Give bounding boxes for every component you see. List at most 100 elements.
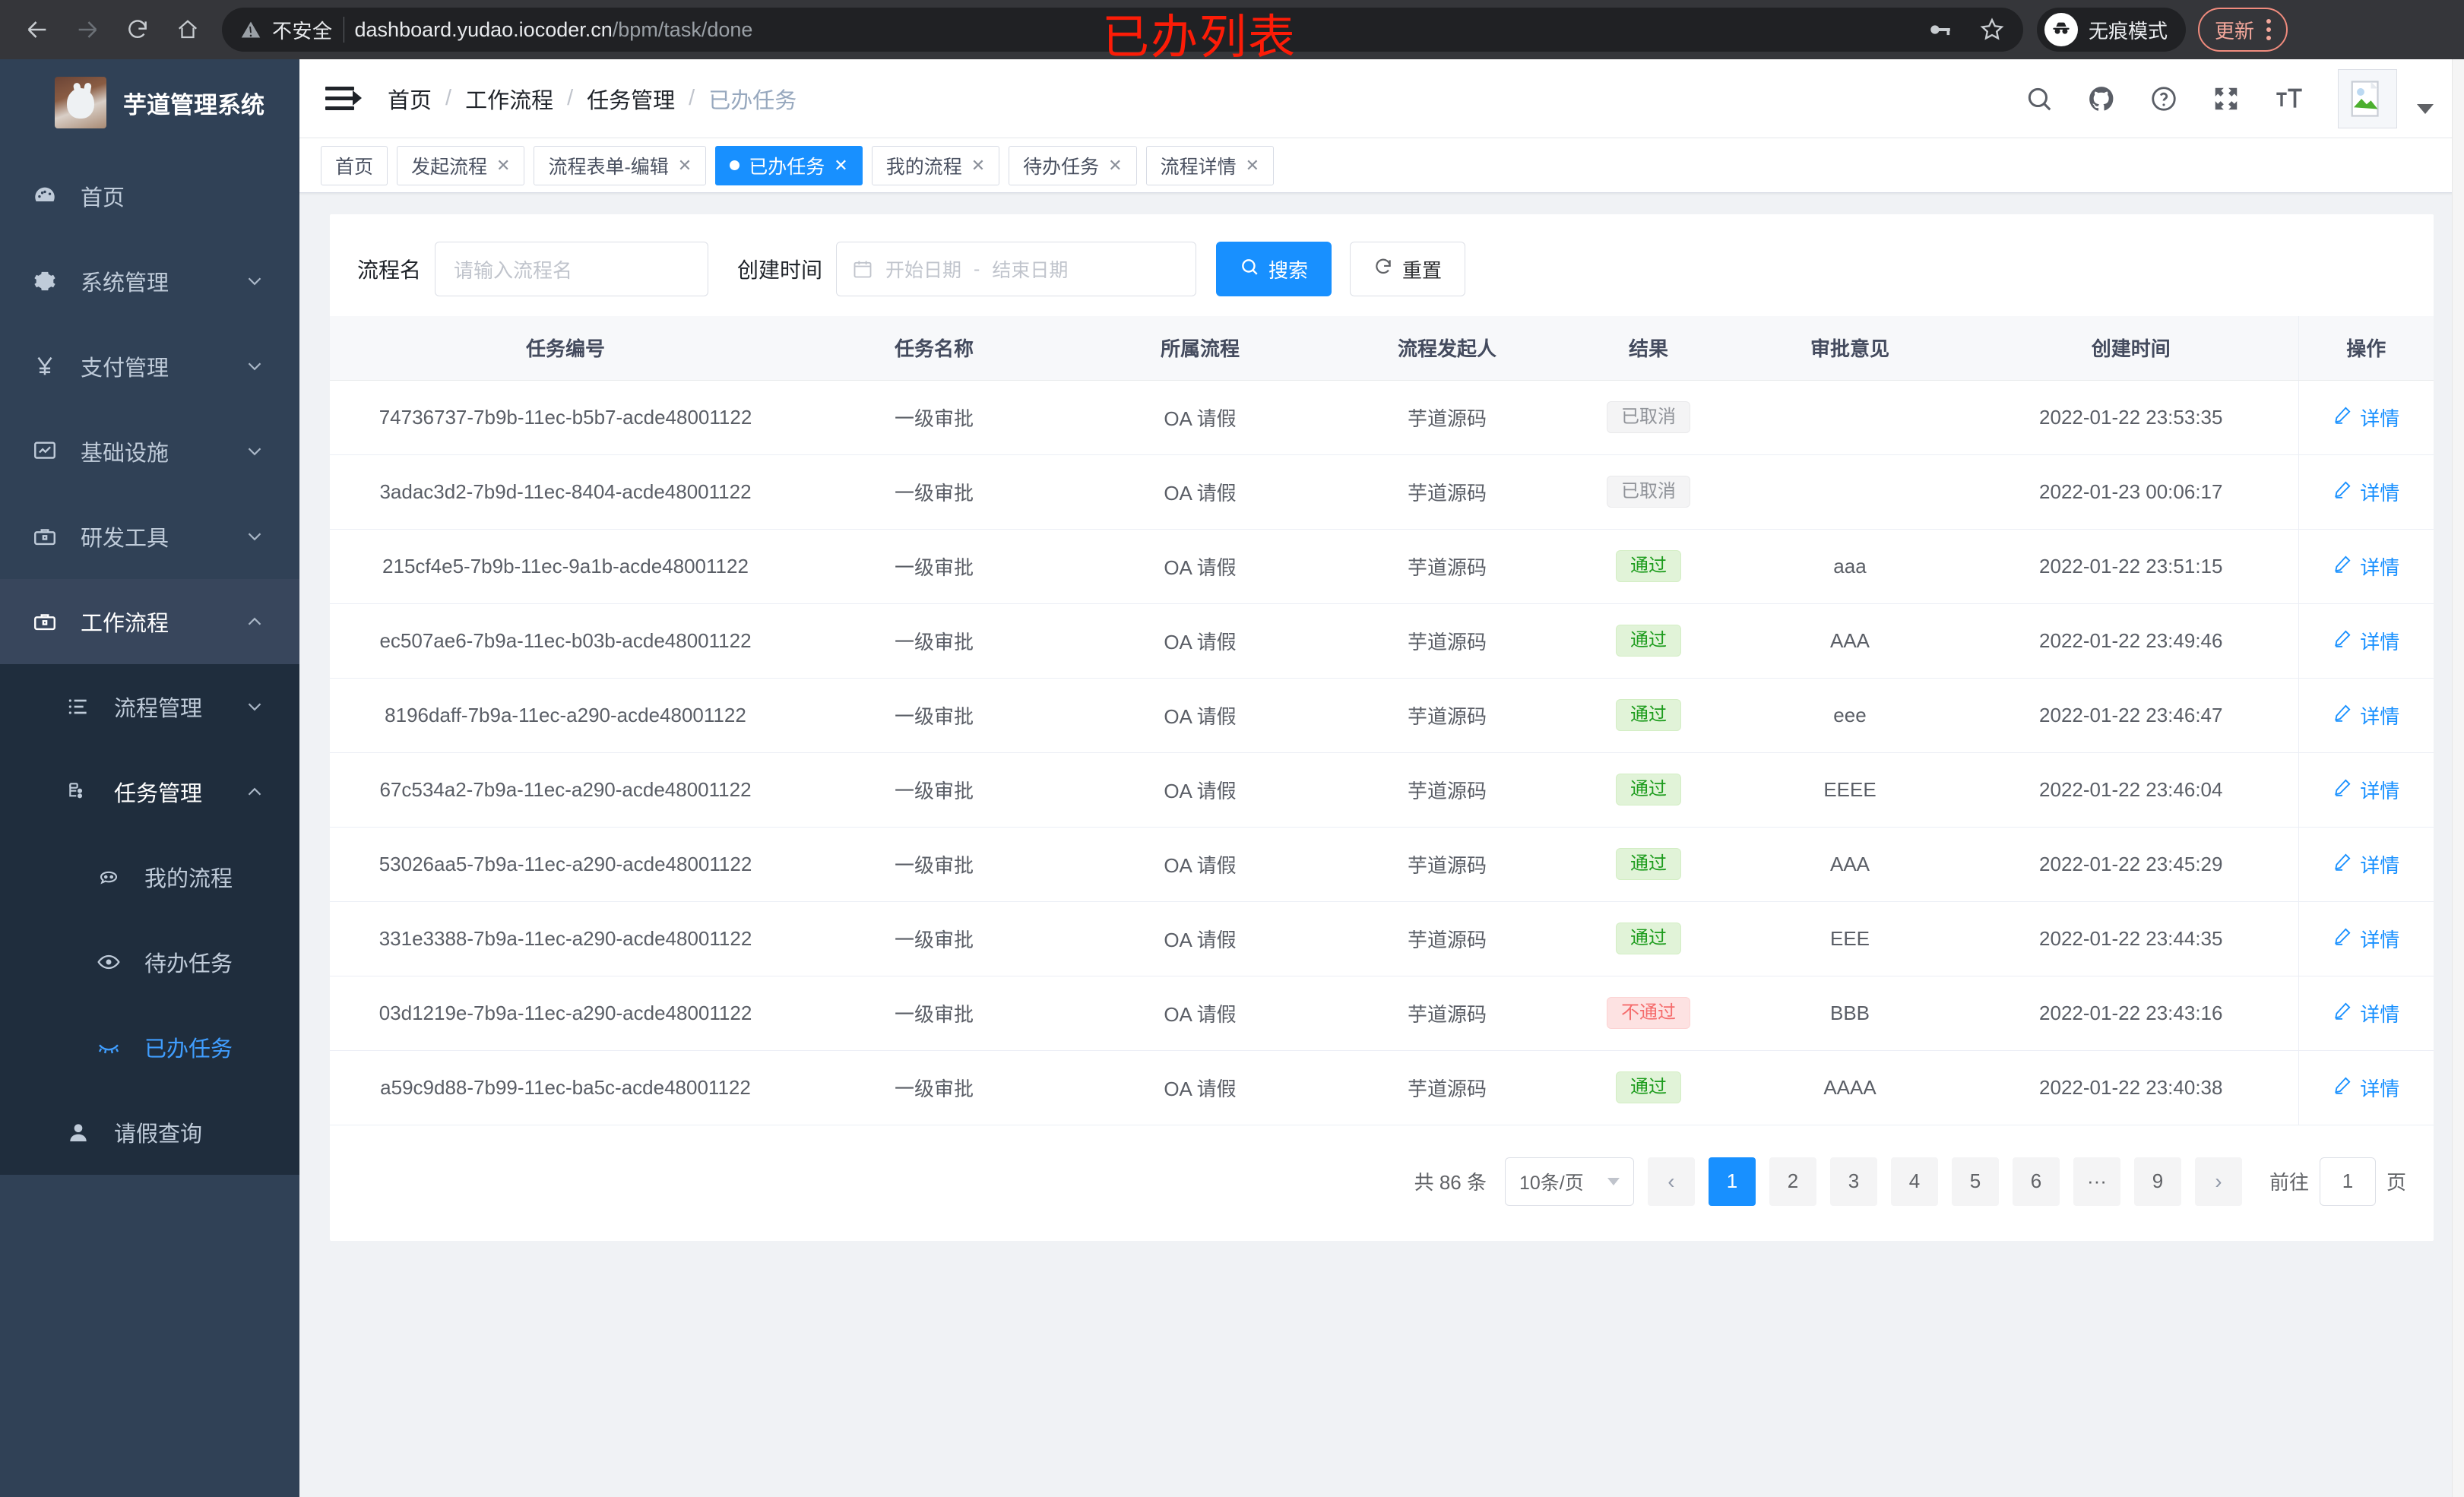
sidebar-item-label: 任务管理 <box>114 782 203 806</box>
tab-my-process[interactable]: 我的流程 ✕ <box>871 145 1000 185</box>
sidebar-item-label: 工作流程 <box>81 612 169 636</box>
page-scrollbar[interactable] <box>2452 59 2464 1497</box>
cell-created: 2022-01-22 23:44:35 <box>1964 901 2298 976</box>
cell-task-name: 一级审批 <box>801 603 1067 679</box>
sidebar-item-task-mgmt[interactable]: 任务管理 <box>0 749 299 834</box>
reload-icon[interactable] <box>114 6 161 53</box>
incognito-indicator[interactable]: 无痕模式 <box>2037 8 2187 52</box>
sidebar-item-done-task[interactable]: 已办任务 <box>0 1005 299 1090</box>
key-icon[interactable] <box>1927 17 1953 43</box>
start-date-placeholder: 开始日期 <box>885 260 962 281</box>
search-icon[interactable] <box>2025 84 2054 113</box>
tab-process-detail[interactable]: 流程详情 ✕ <box>1145 145 1275 185</box>
table-row: 331e3388-7b9a-11ec-a290-acde48001122 一级审批… <box>330 901 2434 976</box>
close-icon[interactable]: ✕ <box>496 155 511 175</box>
detail-button[interactable]: 详情 <box>2333 552 2399 581</box>
github-icon[interactable] <box>2087 84 2116 113</box>
cell-task-id: a59c9d88-7b99-11ec-ba5c-acde48001122 <box>330 1050 801 1125</box>
address-bar[interactable]: 不安全 dashboard.yudao.iocoder.cn/bpm/task/… <box>222 8 2023 52</box>
page-size-select[interactable]: 10条/页 <box>1504 1157 1634 1206</box>
sidebar-item-process-mgmt[interactable]: 流程管理 <box>0 664 299 749</box>
breadcrumb-item[interactable]: 工作流程 <box>465 88 554 113</box>
sidebar-menu: 首页 系统管理 支付管理 基础设施 <box>0 146 299 1175</box>
status-badge: 已取消 <box>1607 401 1690 433</box>
detail-button[interactable]: 详情 <box>2333 999 2399 1027</box>
detail-button[interactable]: 详情 <box>2333 701 2399 730</box>
cell-task-id: ec507ae6-7b9a-11ec-b03b-acde48001122 <box>330 603 801 679</box>
home-icon[interactable] <box>164 6 211 53</box>
detail-button[interactable]: 详情 <box>2333 925 2399 953</box>
pagination-page-6[interactable]: 6 <box>2012 1157 2060 1206</box>
cell-initiator: 芋道源码 <box>1333 678 1561 753</box>
detail-button[interactable]: 详情 <box>2333 404 2399 432</box>
tab-process-form-edit[interactable]: 流程表单-编辑 ✕ <box>534 145 707 185</box>
forward-arrow-icon[interactable] <box>64 6 111 53</box>
sidebar-item-leave-query[interactable]: 请假查询 <box>0 1090 299 1175</box>
sidebar-item-infrastructure[interactable]: 基础设施 <box>0 409 299 494</box>
cell-created: 2022-01-23 00:06:17 <box>1964 454 2298 530</box>
close-icon[interactable]: ✕ <box>1108 155 1123 175</box>
goto-input[interactable]: 1 <box>2319 1157 2376 1206</box>
breadcrumb-item[interactable]: 任务管理 <box>587 88 676 113</box>
update-button[interactable]: 更新 <box>2198 8 2288 52</box>
tab-todo-task[interactable]: 待办任务 ✕ <box>1009 145 1137 185</box>
back-arrow-icon[interactable] <box>14 6 61 53</box>
cell-action: 详情 <box>2298 752 2434 828</box>
pagination-page-5[interactable]: 5 <box>1951 1157 1999 1206</box>
sidebar-item-home[interactable]: 首页 <box>0 153 299 239</box>
detail-button[interactable]: 详情 <box>2333 850 2399 878</box>
sidebar-item-todo-task[interactable]: 待办任务 <box>0 919 299 1005</box>
pagination-page-1[interactable]: 1 <box>1708 1157 1756 1206</box>
search-icon <box>1240 257 1259 282</box>
sidebar-item-label: 我的流程 <box>144 867 233 891</box>
detail-button[interactable]: 详情 <box>2333 478 2399 506</box>
reset-button[interactable]: 重置 <box>1350 242 1466 296</box>
sidebar-item-workflow[interactable]: 工作流程 <box>0 579 299 664</box>
pagination-ellipsis[interactable]: ··· <box>2073 1157 2120 1206</box>
edit-pencil-icon <box>2333 628 2352 654</box>
tab-start-process[interactable]: 发起流程 ✕ <box>397 145 525 185</box>
pagination-prev[interactable]: ‹ <box>1647 1157 1695 1206</box>
cell-comment <box>1736 380 1964 455</box>
close-icon[interactable]: ✕ <box>834 155 848 175</box>
pagination-page-4[interactable]: 4 <box>1890 1157 1938 1206</box>
avatar[interactable] <box>2338 68 2397 128</box>
tab-home[interactable]: 首页 <box>321 145 388 185</box>
font-size-icon[interactable] <box>2274 84 2304 114</box>
close-icon[interactable]: ✕ <box>971 155 986 175</box>
cell-process: OA 请假 <box>1067 380 1333 455</box>
table-row: 3adac3d2-7b9d-11ec-8404-acde48001122 一级审批… <box>330 454 2434 530</box>
cell-result: 通过 <box>1561 827 1736 902</box>
fullscreen-icon[interactable] <box>2212 84 2241 113</box>
chevron-down-icon[interactable] <box>2417 104 2434 114</box>
help-icon[interactable] <box>2149 84 2178 113</box>
process-name-input[interactable]: 请输入流程名 <box>435 242 709 296</box>
cell-comment: AAA <box>1736 603 1964 679</box>
sidebar-collapse-button[interactable] <box>325 85 362 112</box>
close-icon[interactable]: ✕ <box>677 155 692 175</box>
detail-button[interactable]: 详情 <box>2333 627 2399 655</box>
update-label: 更新 <box>2215 19 2255 43</box>
cell-comment: AAAA <box>1736 1050 1964 1125</box>
breadcrumb-item[interactable]: 首页 <box>388 88 432 113</box>
create-time-range-picker[interactable]: 开始日期 - 结束日期 <box>836 242 1197 296</box>
star-icon[interactable] <box>1979 17 2005 43</box>
pagination-next[interactable]: › <box>2194 1157 2242 1206</box>
column-header-created: 创建时间 <box>1964 316 2298 381</box>
sidebar-item-devtools[interactable]: 研发工具 <box>0 494 299 579</box>
pagination-page-9[interactable]: 9 <box>2133 1157 2181 1206</box>
detail-button[interactable]: 详情 <box>2333 1074 2399 1102</box>
sidebar-item-system[interactable]: 系统管理 <box>0 239 299 324</box>
sidebar-item-payment[interactable]: 支付管理 <box>0 324 299 409</box>
tab-done-task[interactable]: 已办任务 ✕ <box>715 145 863 185</box>
search-button[interactable]: 搜索 <box>1216 242 1332 296</box>
pagination-page-3[interactable]: 3 <box>1829 1157 1877 1206</box>
detail-label: 详情 <box>2360 853 2400 877</box>
close-icon[interactable]: ✕ <box>1245 155 1260 175</box>
pagination-page-2[interactable]: 2 <box>1769 1157 1816 1206</box>
brand[interactable]: 芋道管理系统 <box>0 59 299 146</box>
sidebar-item-my-process[interactable]: 我的流程 <box>0 834 299 919</box>
cell-process: OA 请假 <box>1067 603 1333 679</box>
detail-button[interactable]: 详情 <box>2333 776 2399 804</box>
kebab-menu-icon[interactable] <box>2266 19 2272 40</box>
